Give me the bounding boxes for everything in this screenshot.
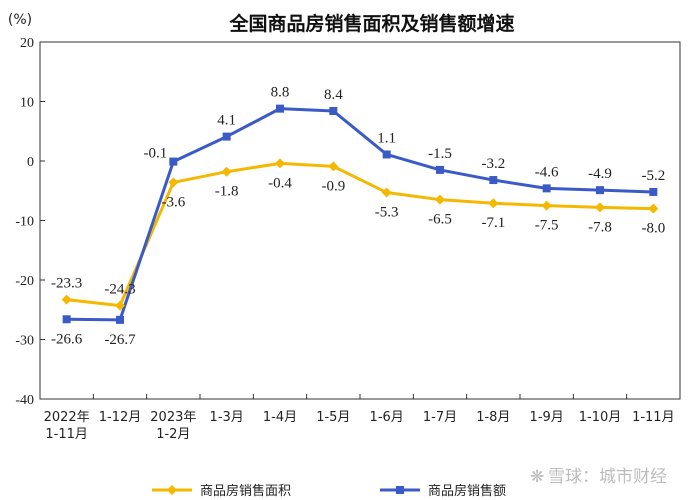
series-point bbox=[168, 177, 179, 188]
chart-title: 全国商品房销售面积及销售额增速 bbox=[228, 12, 514, 35]
y-tick-label: -40 bbox=[15, 393, 34, 408]
x-tick-label: 1-11月 bbox=[45, 427, 88, 442]
series-line-0 bbox=[66, 161, 654, 308]
series-point bbox=[329, 107, 338, 116]
y-tick-label: 10 bbox=[20, 96, 34, 111]
x-tick-label: 1-6月 bbox=[370, 410, 404, 425]
series-point bbox=[382, 150, 391, 159]
legend-label: 商品房销售额 bbox=[428, 483, 506, 499]
series-point bbox=[222, 132, 231, 141]
data-label: 1.1 bbox=[377, 130, 396, 146]
x-tick-label: 1-7月 bbox=[423, 410, 457, 425]
x-tick-label: 1-4月 bbox=[263, 410, 297, 425]
watermark: ❋ 雪球：城市财经 bbox=[530, 467, 667, 487]
data-label: -26.6 bbox=[51, 331, 83, 347]
x-axis: 2022年 1-11月 1-12月 2023年 1-2月 1-3月 1-4月 1-5月 1-6月… bbox=[44, 394, 675, 442]
x-tick-label: 1-5月 bbox=[316, 410, 350, 425]
data-label: -7.8 bbox=[588, 219, 612, 235]
data-label: -23.3 bbox=[51, 276, 82, 292]
data-label: -7.1 bbox=[481, 215, 505, 231]
data-label: -3.6 bbox=[161, 194, 185, 210]
x-tick-label: 1-3月 bbox=[210, 410, 244, 425]
series-line-1 bbox=[66, 107, 654, 322]
series-point bbox=[648, 203, 659, 214]
series-point bbox=[62, 315, 71, 324]
series-point bbox=[541, 200, 552, 211]
y-tick-label: 0 bbox=[27, 155, 34, 170]
series-point bbox=[115, 300, 125, 311]
x-tick-label: 1-8月 bbox=[476, 410, 510, 425]
series-point bbox=[595, 202, 605, 213]
x-tick-label: 2023年 bbox=[150, 410, 196, 425]
watermark-text: 雪球：城市财经 bbox=[548, 467, 667, 487]
data-label: -0.1 bbox=[143, 146, 167, 162]
data-label: -0.4 bbox=[268, 175, 292, 191]
legend-marker bbox=[396, 486, 404, 494]
series-point bbox=[169, 157, 178, 166]
legend-label: 商品房销售面积 bbox=[200, 483, 291, 499]
y-axis: 20 10 0 -10 -20 -30 -40 bbox=[15, 36, 45, 408]
series-point bbox=[436, 165, 444, 174]
data-label: -4.6 bbox=[535, 164, 559, 180]
data-label: 4.1 bbox=[217, 113, 236, 129]
x-tick-label: 1-2月 bbox=[156, 427, 190, 442]
series-point bbox=[275, 158, 285, 169]
data-label: -8.0 bbox=[641, 221, 665, 237]
data-label: 8.4 bbox=[324, 87, 343, 103]
data-label: -3.2 bbox=[481, 156, 505, 172]
x-tick-label: 1-10月 bbox=[579, 410, 622, 425]
plot-frame bbox=[39, 41, 681, 400]
series-point bbox=[596, 186, 604, 195]
data-label: -4.9 bbox=[588, 166, 612, 182]
data-label: -6.5 bbox=[428, 212, 452, 228]
data-label: -0.9 bbox=[321, 178, 345, 194]
data-labels: -23.3 -24.3 -3.6 -1.8 -0.4 -0.9 -5.3 -6.5 -7.1 -7… bbox=[51, 85, 665, 348]
data-label: -5.2 bbox=[641, 168, 665, 184]
series-point bbox=[542, 184, 551, 193]
data-label: 8.8 bbox=[271, 85, 290, 101]
series-point bbox=[61, 294, 72, 305]
data-label: -1.5 bbox=[428, 146, 452, 162]
x-tick-label: 1-12月 bbox=[99, 410, 142, 425]
data-label: -1.8 bbox=[215, 184, 239, 200]
data-label: -24.3 bbox=[104, 282, 135, 298]
series-point bbox=[649, 187, 658, 196]
series-point bbox=[328, 161, 339, 172]
series-point bbox=[381, 187, 392, 198]
x-tick-label: 2022年 bbox=[44, 410, 90, 425]
watermark-icon: ❋ bbox=[530, 467, 544, 487]
data-label: -5.3 bbox=[375, 205, 399, 221]
series-point bbox=[116, 315, 124, 324]
data-label: -26.7 bbox=[104, 332, 136, 348]
data-label: -7.5 bbox=[535, 218, 559, 234]
series-point bbox=[221, 166, 232, 177]
series-point bbox=[489, 176, 498, 185]
x-tick-label: 1-9月 bbox=[530, 410, 564, 425]
y-tick-label: -30 bbox=[15, 334, 34, 349]
legend-marker bbox=[167, 485, 177, 495]
y-tick-label: 20 bbox=[20, 36, 34, 51]
x-tick-label: 1-11月 bbox=[632, 410, 675, 425]
series-layer bbox=[61, 104, 659, 324]
series-point bbox=[435, 194, 445, 205]
series-point bbox=[276, 104, 284, 113]
y-axis-unit: (%) bbox=[8, 12, 32, 28]
series-point bbox=[488, 198, 499, 209]
y-tick-label: -20 bbox=[15, 274, 34, 289]
y-tick-label: -10 bbox=[15, 215, 34, 230]
legend: 商品房销售面积 商品房销售额 bbox=[152, 483, 506, 499]
